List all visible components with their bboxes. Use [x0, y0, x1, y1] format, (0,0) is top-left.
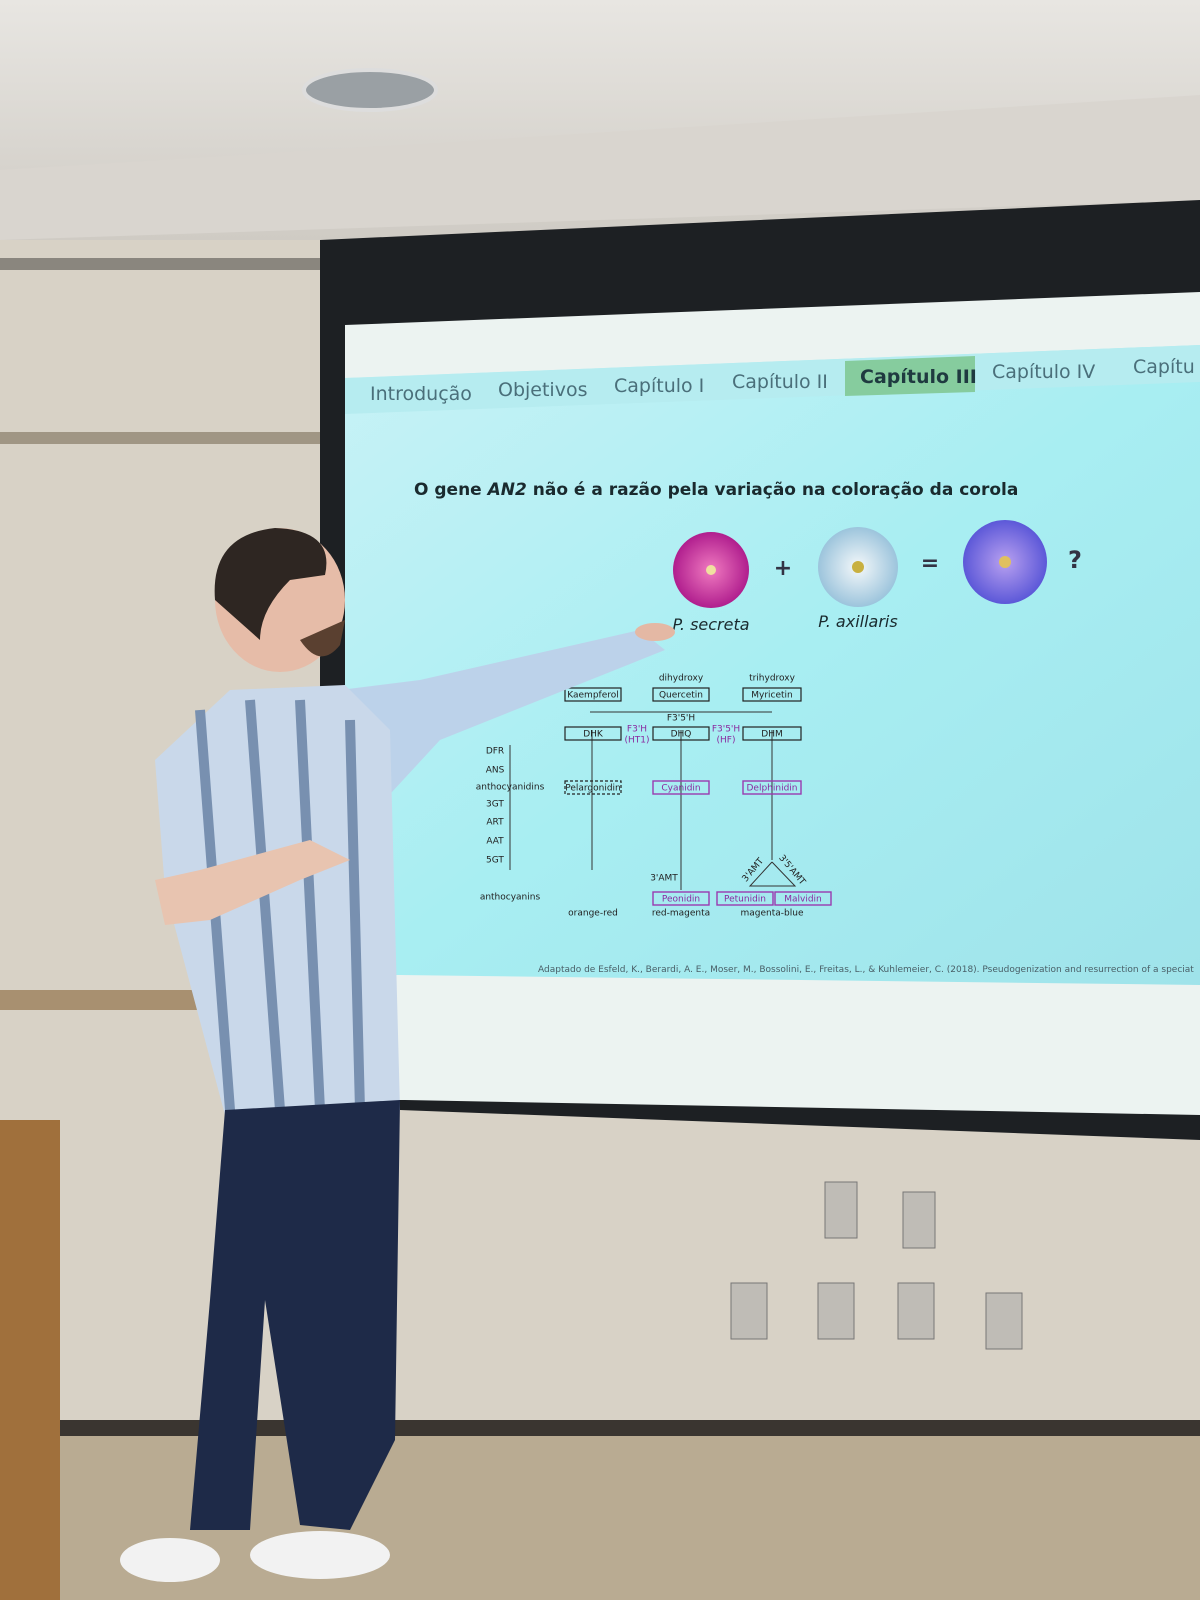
tab[interactable]: Introdução	[370, 383, 472, 405]
pathway-label: anthocyanidins	[476, 783, 545, 793]
tab[interactable]: Capítulo III	[860, 366, 977, 388]
outlet	[897, 1282, 935, 1340]
beam	[0, 95, 1200, 240]
tab[interactable]: Capítulo II	[732, 371, 828, 393]
pathway-label: Petunidin	[724, 895, 766, 905]
operator: +	[774, 556, 792, 581]
pathway-label: DFR	[486, 747, 504, 757]
pathway-label: Pelargonidin	[565, 784, 621, 794]
pathway-label: Delphinidin	[746, 784, 797, 794]
pathway-label: Quercetin	[659, 691, 703, 701]
outlet	[985, 1292, 1023, 1350]
title-gene: AN2	[486, 480, 527, 500]
pathway-label: 3'AMT	[650, 874, 678, 884]
pathway-label: (HT1)	[624, 736, 649, 746]
flower	[818, 527, 898, 607]
pathway-label: 5GT	[486, 856, 504, 866]
tab[interactable]: Capítulo I	[614, 375, 704, 397]
pathway-label: AAT	[486, 837, 504, 847]
slide	[345, 345, 1200, 985]
pathway-label: DHM	[761, 730, 782, 740]
pathway-label: orange-red	[568, 909, 618, 919]
pathway-label: Malvidin	[784, 895, 822, 905]
citation: Adaptado de Esfeld, K., Berardi, A. E., …	[538, 965, 1194, 975]
flower	[963, 520, 1047, 604]
presenter	[120, 528, 675, 1582]
pathway-label: trihydroxy	[749, 674, 796, 684]
pathway-label: Kaempferol	[567, 691, 619, 701]
pathway-label: ANS	[486, 766, 505, 776]
vent	[0, 258, 320, 270]
pathway-label: 3GT	[486, 800, 504, 810]
flower-label: P. axillaris	[818, 612, 897, 631]
outlet	[817, 1282, 855, 1340]
switch	[824, 1181, 858, 1239]
operator: =	[921, 551, 939, 576]
tab[interactable]: Capítu	[1133, 356, 1195, 378]
pathway-label: Peonidin	[662, 895, 700, 905]
pathway-label: (HF)	[717, 736, 736, 746]
active-tab	[845, 356, 975, 396]
ceiling-light	[302, 68, 438, 112]
operator: ?	[1068, 546, 1082, 574]
pathway-label: magenta-blue	[741, 909, 804, 919]
rail	[0, 432, 320, 444]
pathway	[509, 687, 832, 906]
pathway-label: red-magenta	[652, 909, 710, 919]
pathway-label: ART	[486, 818, 504, 828]
pathway-label: DHQ	[671, 730, 692, 740]
title-part: O gene	[414, 480, 488, 500]
desk	[0, 1120, 60, 1600]
pathway-label: F3'5'H	[712, 725, 740, 735]
pathway-label: anthocyanins	[480, 893, 541, 903]
tab[interactable]: Capítulo IV	[992, 361, 1095, 383]
tab[interactable]: Objetivos	[498, 379, 587, 401]
outlet	[730, 1282, 768, 1340]
pathway-label: dihydroxy	[659, 674, 704, 684]
title-part: não é a razão pela variação na coloração…	[527, 480, 1018, 500]
pathway-label: Myricetin	[751, 691, 793, 701]
slide-title: O gene AN2 não é a razão pela variação n…	[414, 480, 1018, 500]
switch	[902, 1191, 936, 1249]
baseboard	[0, 1420, 1200, 1436]
pathway-label: F3'H	[627, 725, 647, 735]
pathway-label: F3'5'H	[667, 714, 695, 724]
pathway-label: Cyanidin	[661, 784, 700, 794]
pathway-label: DHK	[583, 730, 604, 740]
flower-label: P. secreta	[672, 615, 749, 634]
tab-bar	[345, 345, 1200, 414]
flower	[673, 532, 749, 608]
